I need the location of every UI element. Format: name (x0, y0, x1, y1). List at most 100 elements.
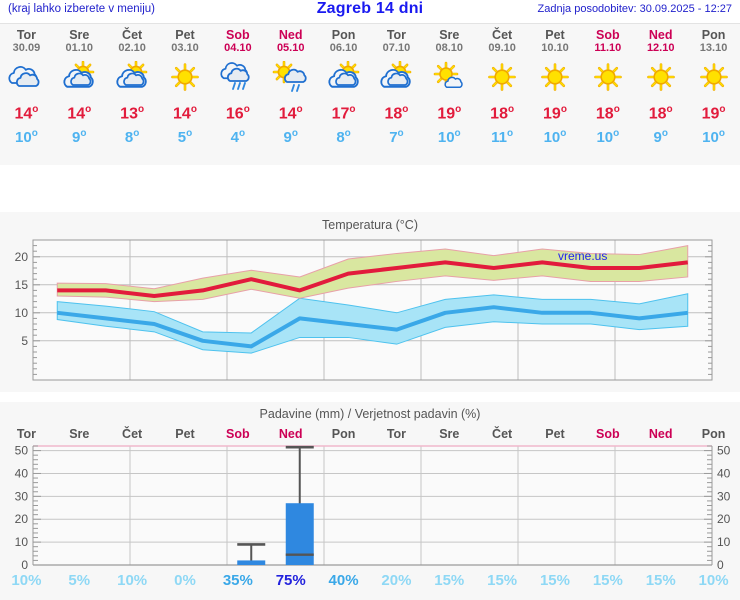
max-temperature: 14o (67, 104, 92, 123)
svg-text:5: 5 (21, 334, 28, 348)
min-temperature: 8o (124, 128, 140, 147)
forecast-day-column: Pon 06.10 17o 8o (317, 24, 370, 166)
day-name: Tor (16, 28, 37, 42)
forecast-day-column: Tor 07.10 18o 7o (370, 24, 423, 166)
precipitation-probability: 10% (698, 572, 729, 589)
precipitation-chart-svg: 0 0 10 10 20 20 30 30 40 40 50 50 (15, 444, 731, 572)
min-temperature: 9o (72, 128, 87, 147)
min-temperature: 8o (336, 128, 351, 147)
svg-text:30: 30 (717, 489, 731, 503)
min-temperature: 9o (283, 128, 298, 147)
min-temperature: 10o (596, 128, 620, 147)
min-temperature: 9o (653, 128, 668, 147)
max-temperature: 18o (595, 104, 620, 123)
sun-rain-icon (264, 58, 317, 98)
precipitation-probability: 15% (487, 572, 518, 589)
day-date: 10.10 (541, 42, 569, 54)
sunny-small-cloud-icon (423, 58, 476, 98)
svg-text:20: 20 (15, 250, 29, 264)
day-date: 06.10 (329, 42, 358, 54)
precipitation-day-label: Čet (122, 427, 143, 441)
precipitation-probability-row: 10% 5% 10% 0% 35% 75% 40% 20% 15% 15% 15% 15% 15% 10% (0, 572, 740, 594)
max-temperature: 19o (701, 104, 726, 123)
day-name: Pet (175, 28, 195, 42)
forecast-day-column: Čet 09.10 18o 11o (476, 24, 529, 166)
day-date: 03.10 (171, 42, 199, 54)
min-temperature: 5o (177, 128, 193, 147)
partly-sunny-icon (370, 58, 423, 98)
min-temperature: 11o (491, 128, 514, 147)
precipitation-day-label: Tor (386, 427, 407, 441)
max-temperature: 18o (648, 104, 673, 123)
max-temperature: 16o (225, 104, 250, 123)
partly-sunny-icon (106, 58, 159, 98)
max-temperature: 18o (490, 104, 515, 123)
page-title: Zagreb 14 dni (316, 0, 424, 17)
temperature-chart-svg: 5 10 15 20 vreme.us (15, 239, 713, 381)
precipitation-day-label: Pet (175, 427, 195, 441)
forecast-day-column: Pon 13.10 19o 10o (687, 24, 740, 166)
max-temperature: 19o (437, 104, 462, 123)
precipitation-probability: 20% (381, 572, 412, 589)
partly-sunny-icon (53, 58, 106, 98)
min-temperature: 10o (702, 128, 725, 147)
precipitation-probability: 35% (222, 572, 253, 589)
svg-text:50: 50 (15, 444, 29, 458)
day-date: 08.10 (435, 42, 464, 54)
sunny-icon (159, 58, 212, 98)
precipitation-probability: 75% (275, 572, 306, 589)
day-name: Pet (545, 28, 565, 42)
svg-text:15: 15 (15, 278, 29, 292)
precipitation-day-label: Čet (492, 427, 513, 441)
sunny-icon (581, 58, 634, 98)
sunny-icon (529, 58, 582, 98)
max-temperature: 18o (384, 104, 409, 123)
precipitation-day-label: Sob (226, 427, 250, 441)
precipitation-day-label: Sob (596, 427, 620, 441)
min-temperature: 10o (15, 128, 38, 147)
rain-icon (211, 58, 264, 98)
precipitation-probability: 10% (11, 572, 42, 589)
forecast-day-strip: Tor 30.09 14o 10o Sre 01.10 14o 9o Čet 02.10 13o 8o… (0, 23, 740, 165)
max-temperature: 14o (14, 104, 39, 123)
svg-text:50: 50 (717, 444, 731, 458)
svg-text:20: 20 (15, 512, 29, 526)
forecast-day-column: Ned 05.10 14o 9o (264, 24, 317, 166)
forecast-day-column: Pet 10.10 19o 10o (529, 24, 582, 166)
day-date: 04.10 (224, 42, 252, 54)
svg-text:40: 40 (15, 466, 29, 480)
day-name: Čet (492, 28, 513, 42)
precipitation-day-label: Pet (545, 427, 565, 441)
day-name: Sob (226, 28, 250, 42)
section-divider-2 (0, 392, 740, 402)
sunny-icon (476, 58, 529, 98)
cloudy-icon (0, 58, 53, 98)
day-date: 12.10 (646, 42, 675, 54)
svg-text:0: 0 (717, 558, 724, 572)
svg-text:30: 30 (15, 489, 29, 503)
forecast-day-column: Ned 12.10 18o 9o (634, 24, 687, 166)
day-date: 09.10 (488, 42, 516, 54)
svg-text:10: 10 (717, 535, 731, 549)
sunny-icon (634, 58, 687, 98)
precipitation-day-label: Pon (331, 427, 356, 441)
max-temperature: 19o (543, 104, 567, 123)
day-name: Sre (69, 28, 90, 42)
day-name: Pon (331, 28, 356, 42)
precipitation-probability: 15% (645, 572, 676, 589)
day-name: Pon (701, 28, 726, 42)
svg-text:20: 20 (717, 512, 731, 526)
min-temperature: 10o (543, 128, 567, 147)
max-temperature: 17o (331, 104, 356, 123)
forecast-day-column: Čet 02.10 13o 8o (106, 24, 159, 166)
precipitation-chart-panel: Padavine (mm) / Verjetnost padavin (%) T… (0, 402, 740, 600)
precipitation-day-label: Sre (439, 427, 460, 441)
max-temperature: 13o (120, 104, 145, 123)
section-divider (0, 165, 740, 212)
day-date: 30.09 (12, 42, 41, 54)
precipitation-probability: 15% (434, 572, 465, 589)
min-temperature: 7o (389, 128, 404, 147)
day-name: Ned (278, 28, 303, 42)
day-name: Sob (596, 28, 620, 42)
day-name: Sre (439, 28, 460, 42)
